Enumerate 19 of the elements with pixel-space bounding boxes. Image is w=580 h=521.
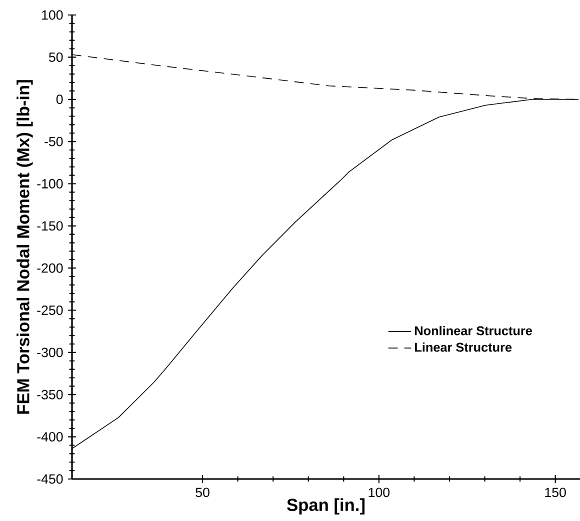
y-tick-label: -200 [37,263,63,273]
legend-label: Nonlinear Structure [415,326,532,336]
y-tick-label: 0 [56,94,63,104]
x-tick-label: 100 [368,488,390,498]
x-axis-title: Span [in.] [287,498,365,514]
y-tick-label: -150 [37,221,63,231]
x-tick-label: 50 [196,488,210,498]
y-tick-label: -250 [37,306,63,315]
x-tick-label: 150 [545,488,566,498]
y-tick-label: -50 [44,136,63,146]
y-tick-label: 50 [49,52,63,62]
y-tick-label: 100 [42,10,63,20]
y-tick-label: -450 [37,474,63,484]
y-axis-title: FEM Torsional Nodal Moment (Mx) [lb-in] [16,80,33,414]
y-tick-label: -300 [37,348,63,358]
y-tick-label: -400 [37,432,63,442]
y-tick-label: -100 [37,179,63,188]
y-tick-label: -350 [37,390,63,400]
legend-label: Linear Structure [415,342,512,352]
